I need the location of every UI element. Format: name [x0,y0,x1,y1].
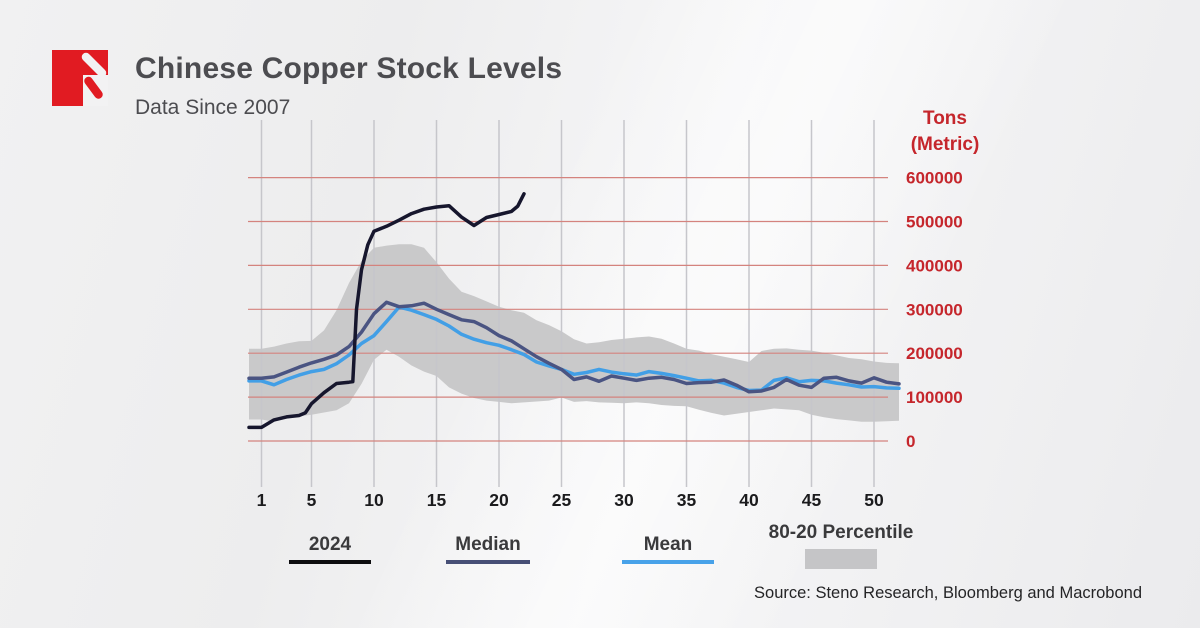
percentile-band [249,244,899,422]
x-tick-label: 10 [364,490,384,510]
legend-item-mean: Mean [622,534,714,564]
legend-item-median: Median [446,534,530,564]
logo-white-slash [81,52,107,78]
y-tick-label: 300000 [906,300,963,319]
y-tick-label: 500000 [906,213,963,232]
median-line [247,300,901,394]
legend-swatch-2024-line [289,560,371,564]
x-tick-label: 5 [307,490,317,510]
y-tick-label: 400000 [906,256,963,275]
source-credit: Source: Steno Research, Bloomberg and Ma… [754,584,1142,602]
x-tick-label: 1 [257,490,267,510]
legend-swatch-mean-line [622,560,714,564]
legend-label-percentile-band: 80-20 Percentile [768,522,914,543]
legend-item-percentile-band: 80-20 Percentile [762,522,920,569]
y-axis-title: Tons (Metric) [898,106,992,158]
legend-swatch-percentile-box [805,549,877,569]
y-axis-title-line1: Tons [923,108,967,129]
x-tick-label: 15 [427,490,447,510]
logo-red-slash [84,76,103,99]
legend-label-mean: Mean [643,534,693,555]
line-2024 [247,192,526,430]
x-tick-label: 50 [864,490,884,510]
legend-swatch-median-line [446,560,530,564]
y-tick-label: 100000 [906,388,963,407]
y-tick-label: 600000 [906,169,963,188]
x-tick-label: 25 [552,490,572,510]
page-title: Chinese Copper Stock Levels [135,52,563,85]
y-tick-label: 200000 [906,344,963,363]
x-tick-label: 20 [489,490,509,510]
legend-label-median: Median [455,534,521,555]
x-tick-label: 40 [739,490,759,510]
x-tick-label: 35 [677,490,697,510]
steno-research-logo [52,50,108,106]
page-subtitle: Data Since 2007 [135,96,291,119]
legend-item-2024: 2024 [289,534,371,564]
x-tick-label: 30 [614,490,634,510]
legend-label-2024: 2024 [308,534,352,555]
x-tick-label: 45 [802,490,822,510]
mean-line [247,305,901,393]
y-tick-label: 0 [906,432,915,451]
y-axis-title-line2: (Metric) [910,134,980,155]
